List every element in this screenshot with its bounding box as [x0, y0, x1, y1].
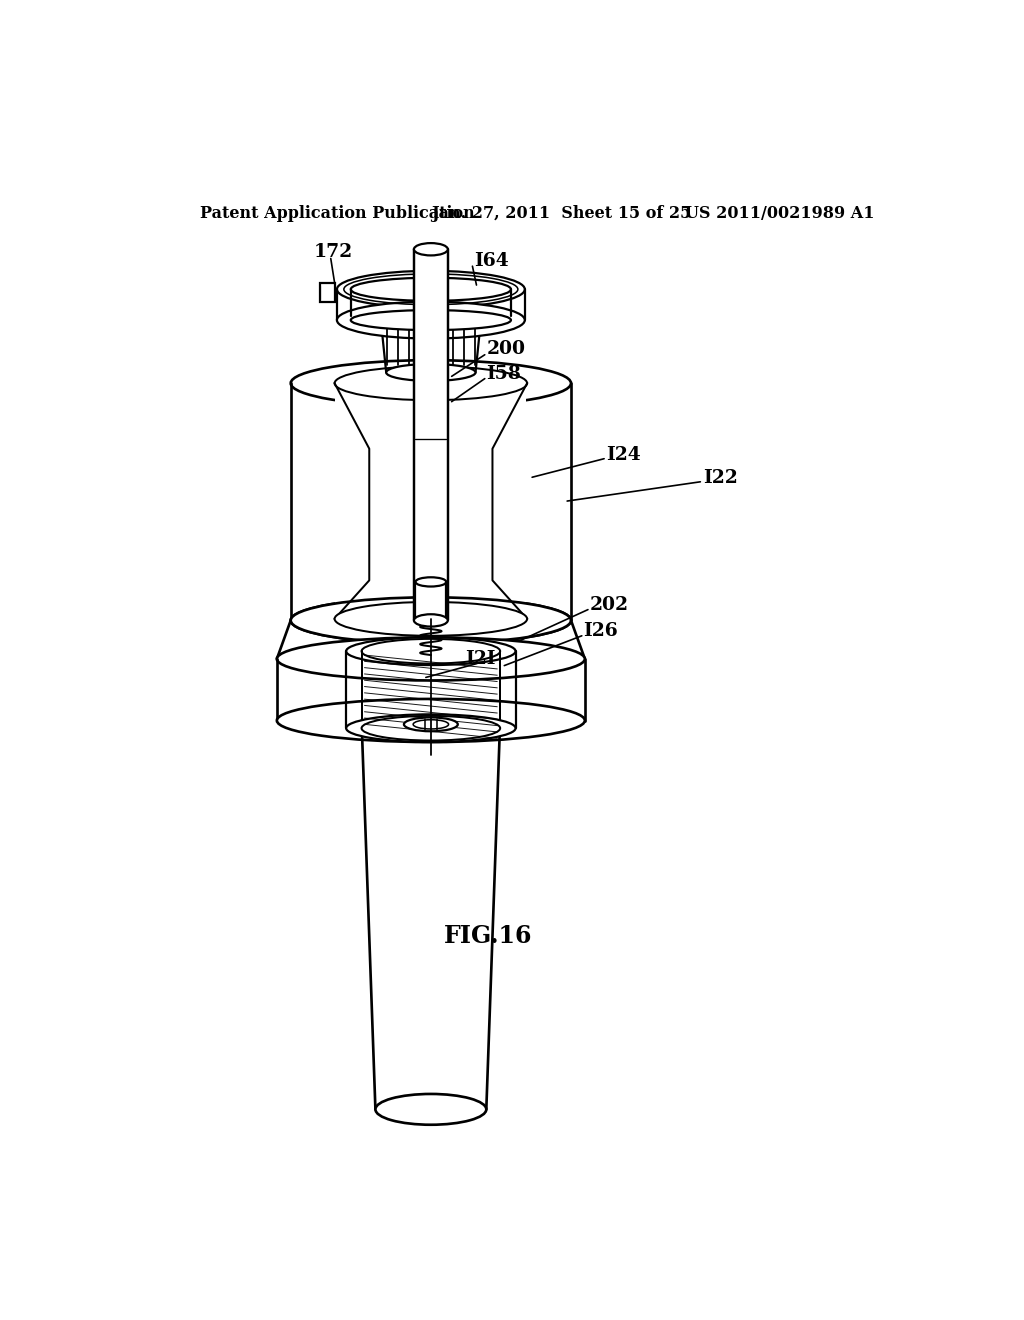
- Ellipse shape: [413, 719, 449, 729]
- Text: I64: I64: [474, 252, 509, 269]
- Bar: [319, 284, 336, 302]
- Text: I58: I58: [486, 366, 521, 383]
- Ellipse shape: [361, 715, 500, 741]
- Ellipse shape: [291, 597, 571, 644]
- Ellipse shape: [346, 714, 515, 742]
- Ellipse shape: [351, 277, 511, 301]
- Ellipse shape: [376, 1094, 486, 1125]
- Ellipse shape: [381, 312, 481, 330]
- Ellipse shape: [414, 243, 447, 256]
- Text: FIG.16: FIG.16: [444, 924, 532, 948]
- Text: I24: I24: [606, 446, 641, 463]
- Text: I22: I22: [703, 469, 738, 487]
- Ellipse shape: [416, 577, 446, 586]
- Text: US 2011/0021989 A1: US 2011/0021989 A1: [685, 205, 874, 222]
- Ellipse shape: [276, 638, 585, 681]
- Ellipse shape: [337, 302, 524, 339]
- Text: 202: 202: [590, 597, 629, 614]
- Text: 172: 172: [313, 243, 353, 261]
- Ellipse shape: [351, 310, 511, 330]
- Bar: [336, 383, 526, 619]
- Text: Patent Application Publication: Patent Application Publication: [200, 205, 474, 222]
- Ellipse shape: [291, 597, 571, 644]
- Bar: [415, 249, 447, 620]
- Ellipse shape: [335, 602, 527, 636]
- Text: 200: 200: [486, 341, 525, 358]
- Text: I2I: I2I: [465, 649, 496, 668]
- Ellipse shape: [403, 718, 458, 731]
- Text: I26: I26: [584, 622, 618, 640]
- Ellipse shape: [276, 700, 585, 742]
- Ellipse shape: [291, 360, 571, 407]
- Ellipse shape: [337, 271, 524, 308]
- Ellipse shape: [416, 615, 446, 626]
- Ellipse shape: [346, 638, 515, 665]
- Text: Jan. 27, 2011  Sheet 15 of 25: Jan. 27, 2011 Sheet 15 of 25: [431, 205, 691, 222]
- Ellipse shape: [414, 614, 447, 627]
- Ellipse shape: [386, 364, 475, 381]
